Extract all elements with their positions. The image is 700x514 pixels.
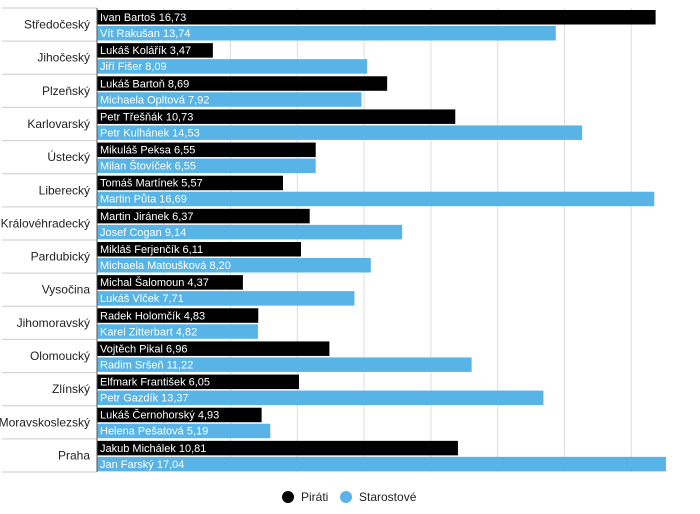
bar — [97, 208, 310, 224]
bar-label: Lukáš Bartoň 8,69 — [100, 78, 189, 90]
category-label: Zlínský — [52, 382, 90, 396]
bar — [97, 158, 316, 174]
bar-label: Petr Třešňák 10,73 — [100, 111, 193, 123]
bar-label: Radim Sršeň 11,22 — [100, 359, 193, 371]
legend: Piráti Starostové — [282, 490, 417, 504]
bar-label: Vít Rakušan 13,74 — [100, 28, 191, 40]
bar-label: Jakub Michálek 10,81 — [100, 443, 206, 455]
bar-label: Karel Zitterbart 4,82 — [100, 326, 197, 338]
bar — [97, 291, 355, 306]
bar — [97, 440, 458, 456]
bar-label: Jan Farský 17,04 — [100, 459, 184, 471]
category-label: Ústecký — [47, 149, 90, 164]
bar — [97, 10, 656, 25]
bar-label: Michaela Matoušková 8,20 — [100, 260, 231, 272]
bar — [97, 191, 655, 207]
bar — [97, 26, 556, 41]
category-label: Liberecký — [39, 183, 90, 197]
bar — [97, 423, 271, 439]
bar-label: Petr Gazdík 13,37 — [100, 393, 189, 405]
category-label: Praha — [58, 448, 90, 462]
bar — [97, 43, 213, 58]
bar-label: Michaela Opltová 7,92 — [100, 94, 209, 106]
legend-marker — [282, 491, 294, 503]
bar-label: Michal Šalomoun 4,37 — [100, 276, 209, 289]
bar — [97, 92, 362, 107]
category-label: Jihočeský — [37, 51, 90, 65]
category-labels: Středočeský Jihočeský Plzeňský Karlovarský Ú… — [0, 18, 90, 463]
bar — [97, 175, 283, 191]
bar-label: Lukáš Vlček 7,71 — [100, 293, 184, 305]
bar — [97, 125, 583, 140]
bar — [97, 59, 368, 74]
bar-label: Josef Cogan 9,14 — [100, 227, 186, 239]
bar — [97, 109, 456, 124]
bar — [97, 224, 403, 240]
bar — [97, 456, 666, 472]
bar-label: Petr Kulhánek 14,53 — [100, 127, 200, 139]
bar-label: Martin Jiránek 6,37 — [100, 211, 194, 223]
category-label: Olomoucký — [30, 349, 90, 363]
bar — [97, 242, 302, 257]
bar — [97, 357, 472, 372]
category-label: Pardubický — [31, 250, 90, 264]
legend-label: Piráti — [301, 490, 328, 504]
bar — [97, 390, 544, 406]
bar-label: Elfmark František 6,05 — [100, 377, 210, 389]
bar — [97, 324, 258, 339]
bar-label: Radek Holomčík 4,83 — [100, 310, 205, 322]
category-label: Moravskoslezský — [0, 415, 90, 429]
category-label: Středočeský — [24, 18, 90, 32]
bar-label: Martin Půta 16,69 — [100, 194, 187, 206]
category-label: Královéhradecký — [1, 216, 90, 230]
bar — [97, 341, 330, 356]
category-separators — [2, 7, 97, 473]
category-label: Jihomoravský — [17, 316, 90, 330]
bar-label: Jiří Fišer 8,09 — [100, 61, 167, 73]
bar-label: Vojtěch Pikal 6,96 — [100, 343, 187, 355]
bar — [97, 308, 259, 323]
bar-label: Milan Štovíček 6,55 — [100, 160, 196, 173]
bar — [97, 76, 388, 91]
bar — [97, 407, 262, 423]
bar-label: Tomáš Martínek 5,57 — [100, 178, 203, 190]
bar-label: Helena Pešatová 5,19 — [100, 426, 208, 438]
bar-label: Lukáš Černohorský 4,93 — [100, 409, 219, 422]
legend-label: Starostové — [359, 490, 417, 504]
legend-marker — [340, 491, 352, 503]
bar — [97, 142, 316, 158]
bar — [97, 374, 300, 390]
category-label: Karlovarský — [27, 117, 90, 131]
bar-label: Ivan Bartoš 16,73 — [100, 12, 186, 24]
bars: Ivan Bartoš 16,73 Lukáš Kolářík 3,47 Lukáš… — [97, 10, 666, 472]
category-label: Vysočina — [42, 283, 91, 297]
bar — [97, 275, 243, 290]
bar-label: Mikláš Ferjenčík 6,11 — [100, 244, 203, 256]
bar-label: Lukáš Kolářík 3,47 — [100, 45, 191, 57]
bar-label: Mikuláš Peksa 6,55 — [100, 145, 195, 157]
category-label: Plzeňský — [42, 84, 90, 98]
bar — [97, 258, 371, 273]
